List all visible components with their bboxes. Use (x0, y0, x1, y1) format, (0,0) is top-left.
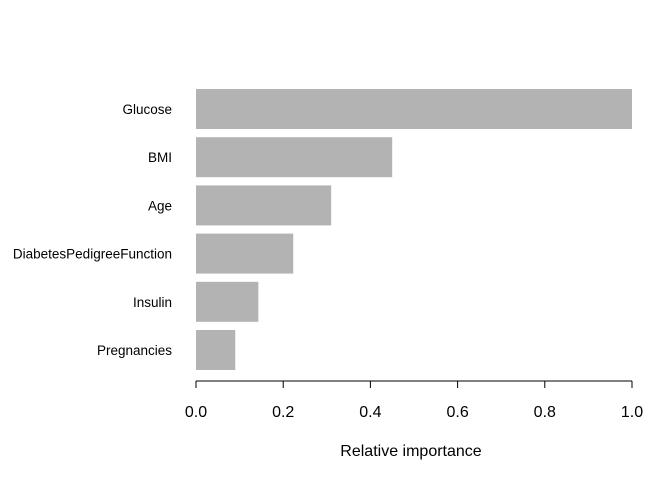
category-label: Insulin (133, 295, 172, 310)
category-label: Pregnancies (97, 343, 172, 358)
x-tick-label: 0.8 (534, 404, 556, 421)
bar (196, 137, 393, 178)
bar (196, 330, 236, 370)
x-axis-title: Relative importance (340, 443, 482, 460)
x-tick-label: 0.2 (272, 404, 294, 421)
bar (196, 233, 294, 274)
category-label: BMI (148, 150, 172, 165)
x-axis: 0.0 0.2 0.4 0.6 0.8 1.0 (185, 380, 643, 421)
x-tick-label: 0.0 (185, 404, 207, 421)
category-label: Glucose (122, 102, 172, 117)
x-tick-label: 1.0 (621, 404, 643, 421)
x-tick-label: 0.4 (359, 404, 381, 421)
bars-group (196, 89, 632, 370)
category-label: Age (148, 198, 172, 213)
bar (196, 281, 259, 322)
bar (196, 185, 332, 226)
x-tick-label: 0.6 (446, 404, 468, 421)
bar (196, 89, 632, 129)
x-ticks-group: 0.0 0.2 0.4 0.6 0.8 1.0 (185, 381, 643, 421)
category-label: DiabetesPedigreeFunction (13, 247, 172, 262)
category-labels-group: Glucose BMI Age DiabetesPedigreeFunction Ins… (13, 102, 172, 358)
